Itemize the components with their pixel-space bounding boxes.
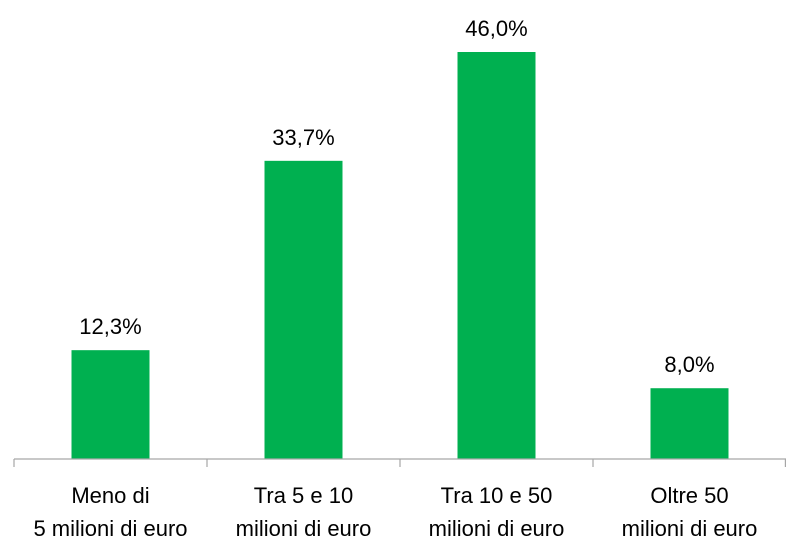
category-label-3-line-2: milioni di euro [429,516,565,541]
category-label-2-line-1: Tra 5 e 10 [254,483,353,508]
category-label-4-line-2: milioni di euro [622,516,758,541]
data-label-2: 33,7% [272,125,334,150]
category-label-1-line-2: 5 milioni di euro [33,516,187,541]
category-label-1-line-1: Meno di [71,483,149,508]
bar-2 [264,160,343,460]
category-label-2-line-2: milioni di euro [236,516,372,541]
bar-4 [650,388,729,459]
data-labels-group: 12,3% 33,7% 46,0% 8,0% [79,16,714,377]
data-label-3: 46,0% [465,16,527,41]
category-labels-group: Meno di 5 milioni di euro Tra 5 e 10 milion… [33,483,757,541]
bar-3 [457,52,536,459]
data-label-1: 12,3% [79,314,141,339]
bar-1 [71,350,150,459]
x-axis-ticks [13,459,786,467]
category-label-4-line-1: Oltre 50 [650,483,728,508]
category-label-3-line-1: Tra 10 e 50 [441,483,553,508]
data-label-4: 8,0% [664,352,714,377]
bars-group [71,52,729,460]
